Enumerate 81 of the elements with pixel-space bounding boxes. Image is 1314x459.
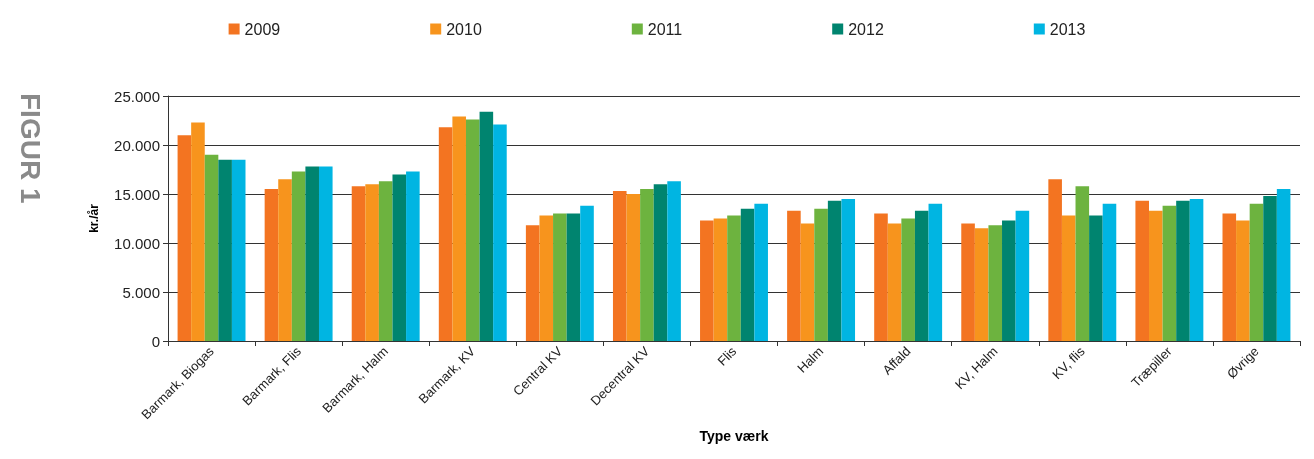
legend-label: 2009 [244,20,281,38]
bar [465,119,480,341]
bar [438,127,453,341]
bar [1149,210,1163,341]
legend-label: 2011 [647,20,683,38]
y-tick-label: 25.000 [114,87,160,105]
bar [378,181,393,341]
bar [566,213,581,341]
bar [727,215,741,341]
bar [961,223,975,341]
bar [887,223,902,341]
bar [1263,195,1277,341]
y-tick-label: 0 [151,332,160,350]
bar [351,186,366,341]
bar [1102,203,1117,341]
bar [700,220,714,341]
bar [841,198,856,341]
x-axis-title: Type værk [699,428,769,444]
bar [1176,200,1190,341]
bar [318,166,333,341]
y-tick-label: 15.000 [114,185,160,203]
y-axis-title: kr./år [87,203,101,233]
bar [204,154,219,341]
bar [874,213,888,341]
bar [539,215,554,341]
bar [191,122,205,341]
y-tick-label: 5.000 [122,283,160,301]
text: FIGUR 1 [14,93,46,204]
bar [525,225,540,341]
bar [740,208,755,341]
bar [264,189,279,341]
bar [278,179,292,341]
bar [1236,220,1250,341]
bar [626,194,641,341]
bar [177,135,192,341]
bar [928,203,943,341]
bar [1162,205,1177,341]
bar [974,228,989,341]
x-tick-label: Flis [714,343,740,369]
bar [612,191,627,341]
bar [1276,189,1291,341]
bar [291,171,306,341]
bar [640,189,654,341]
bar [800,223,815,341]
bar [1135,200,1150,341]
bar [392,174,407,341]
y-tick-label: 20.000 [114,136,160,154]
bar [1002,220,1016,341]
y-tick-label: 10.000 [114,234,160,252]
bar [653,184,668,341]
bar [1015,210,1030,341]
bar [1048,179,1062,341]
bar [553,213,567,341]
legend-label: 2010 [446,20,482,38]
bar [901,218,915,341]
bar [580,205,594,341]
bar [1089,215,1103,341]
bar [814,208,828,341]
legend-label: 2013 [1049,20,1086,38]
bar [988,225,1003,341]
bar [787,210,801,341]
bar [218,159,232,341]
legend-label: 2012 [848,20,884,38]
bar [1075,186,1090,341]
bar [1189,198,1204,341]
bar [493,124,507,341]
bar [305,166,319,341]
bar [452,116,466,341]
bar [754,203,768,341]
bar [1249,203,1264,341]
x-tick-label: KV, flis [1049,343,1088,383]
bar [479,111,494,341]
bar [406,171,420,341]
bar [713,218,728,341]
bar [667,181,681,341]
bar [914,210,929,341]
bar [1222,213,1237,341]
bar [1061,215,1076,341]
bar [827,200,842,341]
bar [231,159,246,341]
bar [365,184,379,341]
